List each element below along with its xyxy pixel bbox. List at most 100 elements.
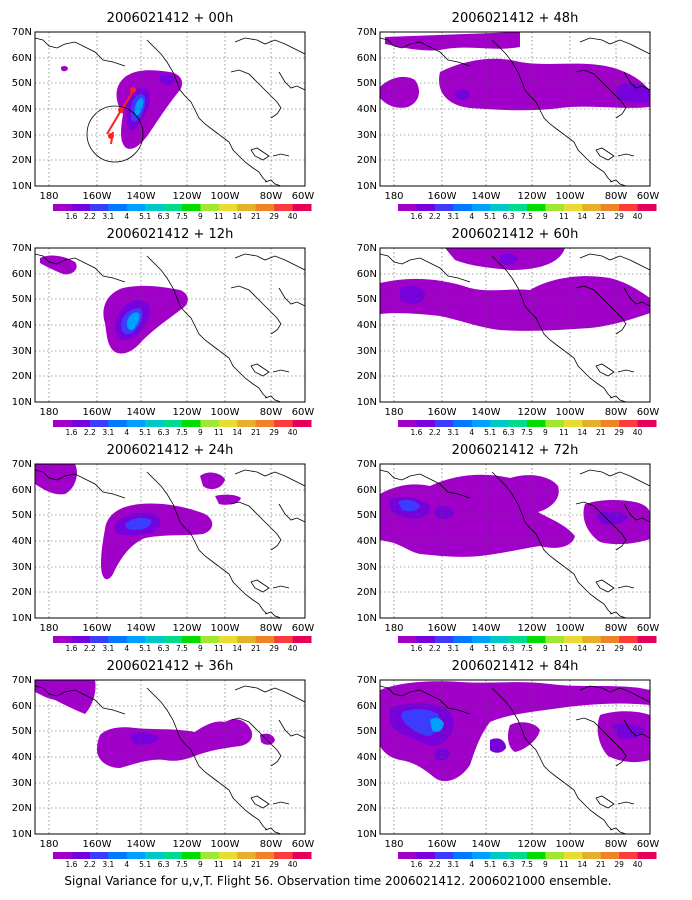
colorbar-swatch — [527, 204, 546, 211]
coastline — [595, 363, 615, 377]
colorbar-label: 5.1 — [139, 860, 151, 869]
signal-variance-shading — [380, 474, 650, 557]
lon-tick-label: 60W — [637, 623, 660, 634]
colorbar-swatch — [582, 204, 602, 211]
colorbar-swatch — [182, 636, 201, 643]
colorbar-label: 5.1 — [139, 212, 151, 221]
colorbar-swatch — [126, 636, 146, 643]
colorbar-label: 5.1 — [139, 644, 151, 653]
lat-tick-label: 20N — [12, 803, 32, 814]
map-panel-12h: 2006021412 + 12h — [40, 227, 233, 354]
colorbar-swatch — [255, 420, 275, 427]
coastline — [230, 285, 282, 335]
coastline — [230, 501, 282, 551]
coastline — [575, 69, 627, 119]
colorbar-swatch — [126, 420, 146, 427]
map-border — [34, 679, 306, 835]
colorbar-swatch — [126, 204, 146, 211]
colorbar-swatch — [490, 204, 510, 211]
panel-title: 2006021412 + 00h — [107, 11, 234, 26]
colorbar: 1.6 2.2 3.1 4 5.1 6.3 7.5 9 11 14 21 29 40 — [53, 204, 312, 221]
colorbar-label: 4 — [469, 644, 474, 653]
colorbar-swatch — [145, 852, 165, 859]
lat-tick-label: 70N — [357, 675, 377, 686]
lat-tick-label: 70N — [12, 459, 32, 470]
coastline — [595, 795, 615, 809]
lon-tick-label: 100W — [556, 839, 585, 850]
colorbar-label: 7.5 — [176, 860, 188, 869]
colorbar-label: 14 — [578, 860, 588, 869]
coastline — [146, 687, 268, 831]
colorbar-swatch — [527, 420, 546, 427]
coastline — [272, 801, 290, 805]
lat-tick-label: 40N — [357, 752, 377, 763]
colorbar-swatch — [237, 852, 257, 859]
colorbar-swatch — [182, 852, 201, 859]
lon-tick-label: 100W — [211, 623, 240, 634]
colorbar-swatch — [508, 420, 528, 427]
lon-tick-label: 180 — [39, 839, 58, 850]
figure-caption: Signal Variance for u,v,T. Flight 56. Ob… — [64, 874, 611, 888]
coastline — [34, 685, 126, 715]
colorbar-swatch — [237, 204, 257, 211]
colorbar-swatch — [163, 204, 183, 211]
lon-tick-label: 120W — [173, 839, 202, 850]
lat-tick-label: 10N — [357, 181, 377, 192]
colorbar-swatch — [453, 204, 473, 211]
coastline — [234, 37, 306, 55]
lat-tick-label: 40N — [357, 536, 377, 547]
colorbar-swatch — [89, 852, 109, 859]
colorbar-swatch — [619, 204, 639, 211]
colorbar-swatch — [416, 204, 436, 211]
coastline — [623, 503, 651, 523]
lon-tick-label: 140W — [127, 623, 156, 634]
lon-tick-label: 140W — [472, 623, 501, 634]
colorbar-label: 40 — [633, 428, 643, 437]
lat-tick-label: 30N — [12, 778, 32, 789]
coastline — [34, 469, 126, 499]
colorbar-swatch — [255, 636, 275, 643]
coastline — [278, 503, 306, 523]
lon-tick-label: 100W — [211, 407, 240, 418]
colorbar-label: 7.5 — [521, 860, 533, 869]
colorbar-label: 2.2 — [84, 644, 96, 653]
lon-tick-label: 100W — [211, 191, 240, 202]
lon-tick-label: 120W — [173, 623, 202, 634]
coastline — [579, 253, 651, 271]
coastline — [230, 69, 282, 119]
lat-tick-label: 10N — [12, 181, 32, 192]
colorbar-label: 40 — [633, 212, 643, 221]
colorbar-label: 21 — [251, 644, 261, 653]
coastline — [579, 37, 651, 55]
coastline — [575, 501, 627, 551]
colorbar-swatch — [145, 636, 165, 643]
colorbar-swatch — [490, 420, 510, 427]
coastline — [146, 255, 268, 399]
colorbar-swatch — [434, 420, 454, 427]
colorbar-label: 3.1 — [102, 644, 114, 653]
colorbar-label: 21 — [251, 212, 261, 221]
colorbar-label: 9 — [198, 212, 203, 221]
panel-title: 2006021412 + 36h — [107, 659, 234, 674]
lon-tick-label: 180 — [39, 191, 58, 202]
colorbar-swatch — [582, 636, 602, 643]
colorbar-label: 2.2 — [84, 860, 96, 869]
lat-tick-label: 30N — [12, 562, 32, 573]
lat-tick-label: 50N — [357, 726, 377, 737]
lat-tick-label: 60N — [12, 485, 32, 496]
coastline — [278, 287, 306, 307]
panel-frame: 70N 60N 50N 40N 30N 20N 10N 180 160W 140W 120W 100W… — [12, 243, 315, 437]
lat-tick-label: 50N — [12, 726, 32, 737]
colorbar-swatch — [274, 852, 294, 859]
colorbar-swatch — [200, 420, 220, 427]
colorbar-label: 29 — [269, 860, 279, 869]
lon-tick-label: 60W — [292, 839, 315, 850]
colorbar: 1.6 2.2 3.1 4 5.1 6.3 7.5 9 11 14 21 29 40 — [398, 204, 657, 221]
signal-variance-shading — [35, 464, 241, 580]
lon-tick-label: 140W — [472, 407, 501, 418]
colorbar-label: 40 — [288, 212, 298, 221]
lon-tick-label: 80W — [605, 623, 628, 634]
colorbar: 1.6 2.2 3.1 4 5.1 6.3 7.5 9 11 14 21 29 40 — [398, 636, 657, 653]
lon-tick-label: 160W — [83, 839, 112, 850]
colorbar-swatch — [108, 636, 128, 643]
